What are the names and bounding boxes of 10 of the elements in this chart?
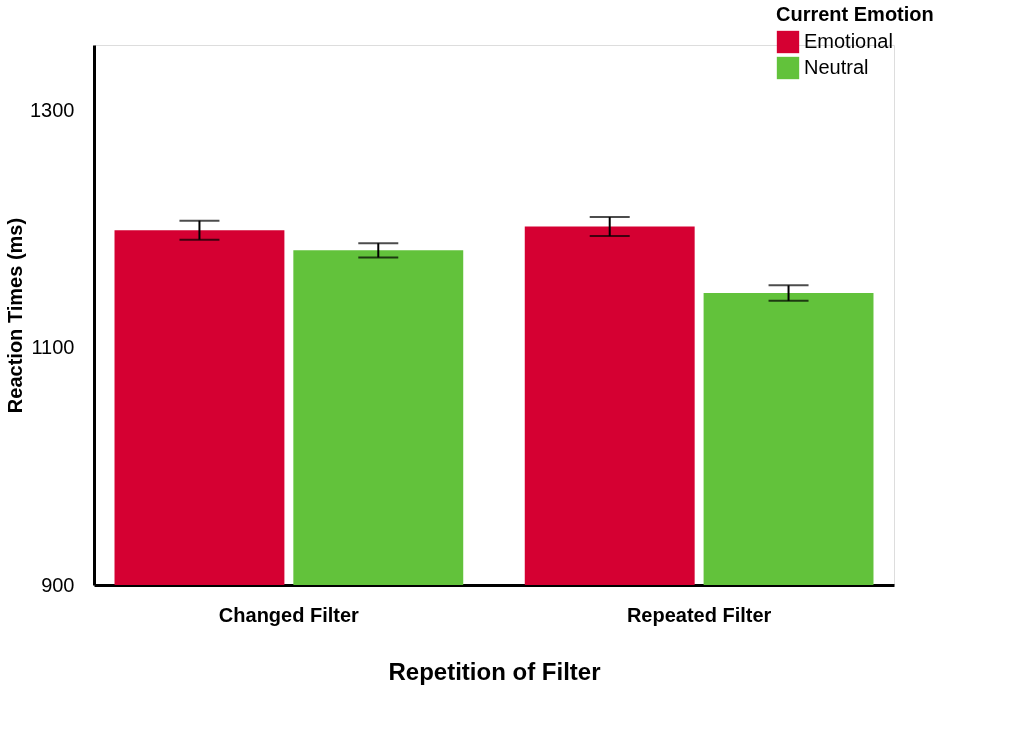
legend-title: Current Emotion <box>776 3 934 25</box>
x-axis-title: Repetition of Filter <box>388 657 601 685</box>
x-tick-label: Changed Filter <box>218 603 360 626</box>
y-tick-label: 1100 <box>31 336 75 359</box>
y-tick-label: 900 <box>41 573 75 596</box>
y-axis-title: Reaction Times (ms) <box>4 217 27 414</box>
legend-label: Neutral <box>804 56 869 78</box>
y-tick-label: 1300 <box>30 98 75 121</box>
legend-label: Emotional <box>804 30 893 52</box>
x-tick-label: Repeated Filter <box>626 603 772 626</box>
